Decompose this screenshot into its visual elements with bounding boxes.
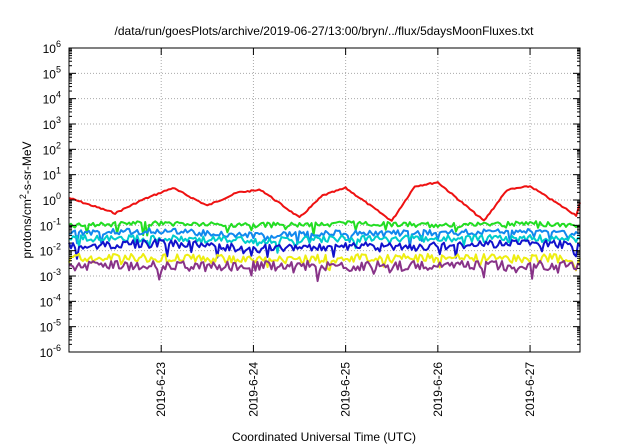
- y-axis-ticks: 10-6 10-5 10-4 10-3 10-2 10-1 100 101 102 103 104 1…: [40, 39, 580, 360]
- y-tick-label: 10-4: [40, 292, 61, 309]
- y-tick-label: 10-6: [40, 343, 61, 360]
- series-line: [68, 181, 581, 222]
- y-tick-label: 103: [43, 115, 61, 132]
- y-tick-label: 106: [43, 39, 61, 56]
- series-line: [69, 227, 581, 249]
- series-line: [68, 234, 581, 254]
- x-tick-label: 2019-6-24: [246, 362, 260, 417]
- y-tick-label: 10-3: [40, 267, 61, 284]
- series-line: [68, 220, 581, 237]
- series-lines: [68, 181, 581, 283]
- x-axis-label: Coordinated Universal Time (UTC): [232, 430, 416, 444]
- series-line: [68, 252, 581, 272]
- y-tick-label: 105: [43, 64, 61, 81]
- x-axis-ticks: 2019-6-23 2019-6-24 2019-6-25 2019-6-26 2019…: [154, 48, 537, 417]
- series-line: [68, 259, 581, 283]
- y-tick-label: 10-1: [40, 216, 61, 233]
- y-tick-label: 100: [43, 191, 61, 208]
- grid: [69, 48, 580, 352]
- y-tick-label: 102: [43, 140, 61, 157]
- y-tick-label: 10-5: [40, 318, 61, 335]
- x-tick-label: 2019-6-23: [154, 362, 168, 417]
- chart-title: /data/run/goesPlots/archive/2019-06-27/1…: [115, 24, 535, 38]
- y-tick-label: 104: [43, 90, 61, 107]
- x-tick-label: 2019-6-27: [523, 362, 537, 417]
- x-tick-label: 2019-6-25: [339, 362, 353, 417]
- y-tick-label: 101: [43, 166, 61, 183]
- y-tick-label: 10-2: [40, 242, 61, 259]
- series-line: [68, 238, 581, 260]
- y-axis-label: protons/cm2-s-sr-MeV: [18, 141, 34, 258]
- x-tick-label: 2019-6-26: [431, 362, 445, 417]
